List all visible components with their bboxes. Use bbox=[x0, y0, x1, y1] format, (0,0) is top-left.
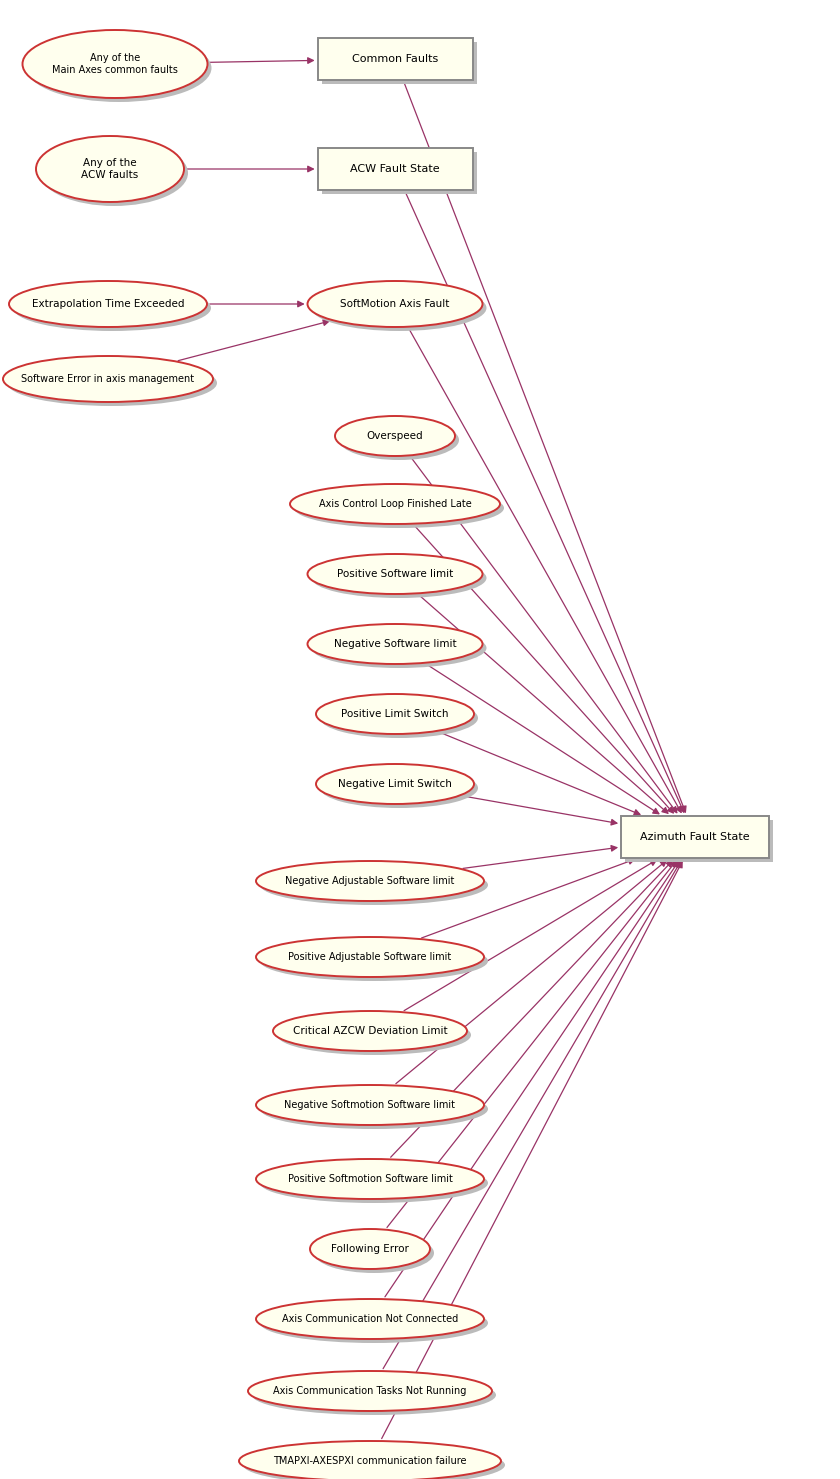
Ellipse shape bbox=[277, 1015, 471, 1055]
Ellipse shape bbox=[307, 281, 482, 327]
Ellipse shape bbox=[13, 285, 211, 331]
Ellipse shape bbox=[23, 30, 207, 98]
FancyBboxPatch shape bbox=[621, 816, 769, 858]
Text: Common Faults: Common Faults bbox=[352, 55, 438, 64]
Text: Overspeed: Overspeed bbox=[367, 430, 423, 441]
Ellipse shape bbox=[260, 865, 488, 905]
Text: TMAPXI-AXESPXI communication failure: TMAPXI-AXESPXI communication failure bbox=[273, 1455, 467, 1466]
FancyBboxPatch shape bbox=[322, 152, 476, 194]
Ellipse shape bbox=[273, 1012, 467, 1052]
Text: Any of the
ACW faults: Any of the ACW faults bbox=[81, 158, 139, 180]
Ellipse shape bbox=[320, 698, 478, 738]
Ellipse shape bbox=[40, 141, 188, 206]
Ellipse shape bbox=[3, 356, 213, 402]
FancyBboxPatch shape bbox=[322, 41, 476, 84]
Ellipse shape bbox=[256, 1086, 484, 1126]
Ellipse shape bbox=[316, 765, 474, 805]
Ellipse shape bbox=[339, 420, 459, 460]
Ellipse shape bbox=[27, 34, 212, 102]
Ellipse shape bbox=[260, 1303, 488, 1343]
Text: Software Error in axis management: Software Error in axis management bbox=[22, 374, 195, 385]
Ellipse shape bbox=[307, 624, 482, 664]
Ellipse shape bbox=[307, 555, 482, 595]
Ellipse shape bbox=[239, 1441, 501, 1479]
Text: Critical AZCW Deviation Limit: Critical AZCW Deviation Limit bbox=[292, 1026, 448, 1035]
Ellipse shape bbox=[312, 285, 486, 331]
Ellipse shape bbox=[320, 768, 478, 808]
Text: Positive Softmotion Software limit: Positive Softmotion Software limit bbox=[287, 1174, 453, 1185]
Ellipse shape bbox=[314, 1233, 434, 1273]
Text: Negative Softmotion Software limit: Negative Softmotion Software limit bbox=[285, 1100, 455, 1111]
FancyBboxPatch shape bbox=[625, 819, 773, 862]
Text: Positive Adjustable Software limit: Positive Adjustable Software limit bbox=[288, 952, 452, 961]
Text: Axis Communication Tasks Not Running: Axis Communication Tasks Not Running bbox=[273, 1386, 467, 1396]
Ellipse shape bbox=[335, 416, 455, 456]
Text: Azimuth Fault State: Azimuth Fault State bbox=[640, 833, 750, 842]
Text: Axis Communication Not Connected: Axis Communication Not Connected bbox=[282, 1313, 458, 1324]
Ellipse shape bbox=[260, 941, 488, 981]
Ellipse shape bbox=[9, 281, 207, 327]
Text: Any of the
Main Axes common faults: Any of the Main Axes common faults bbox=[52, 53, 178, 75]
Ellipse shape bbox=[248, 1371, 492, 1411]
Ellipse shape bbox=[36, 136, 184, 203]
Ellipse shape bbox=[243, 1445, 505, 1479]
Ellipse shape bbox=[290, 484, 500, 524]
Ellipse shape bbox=[260, 1162, 488, 1202]
Ellipse shape bbox=[312, 629, 486, 669]
Text: Negative Adjustable Software limit: Negative Adjustable Software limit bbox=[286, 876, 454, 886]
Ellipse shape bbox=[256, 938, 484, 978]
Ellipse shape bbox=[310, 1229, 430, 1269]
FancyBboxPatch shape bbox=[318, 148, 472, 189]
Ellipse shape bbox=[312, 558, 486, 598]
Ellipse shape bbox=[7, 359, 217, 407]
Text: SoftMotion Axis Fault: SoftMotion Axis Fault bbox=[340, 299, 449, 309]
Ellipse shape bbox=[256, 861, 484, 901]
Ellipse shape bbox=[316, 694, 474, 734]
Ellipse shape bbox=[260, 1089, 488, 1128]
FancyBboxPatch shape bbox=[318, 38, 472, 80]
Ellipse shape bbox=[294, 488, 504, 528]
Text: ACW Fault State: ACW Fault State bbox=[350, 164, 440, 175]
Ellipse shape bbox=[256, 1299, 484, 1338]
Text: Negative Software limit: Negative Software limit bbox=[333, 639, 456, 649]
Text: Following Error: Following Error bbox=[331, 1244, 409, 1254]
Ellipse shape bbox=[256, 1160, 484, 1199]
Text: Negative Limit Switch: Negative Limit Switch bbox=[338, 779, 452, 788]
Ellipse shape bbox=[252, 1375, 496, 1415]
Text: Positive Software limit: Positive Software limit bbox=[337, 569, 453, 578]
Text: Positive Limit Switch: Positive Limit Switch bbox=[341, 708, 449, 719]
Text: Extrapolation Time Exceeded: Extrapolation Time Exceeded bbox=[32, 299, 184, 309]
Text: Axis Control Loop Finished Late: Axis Control Loop Finished Late bbox=[318, 498, 471, 509]
